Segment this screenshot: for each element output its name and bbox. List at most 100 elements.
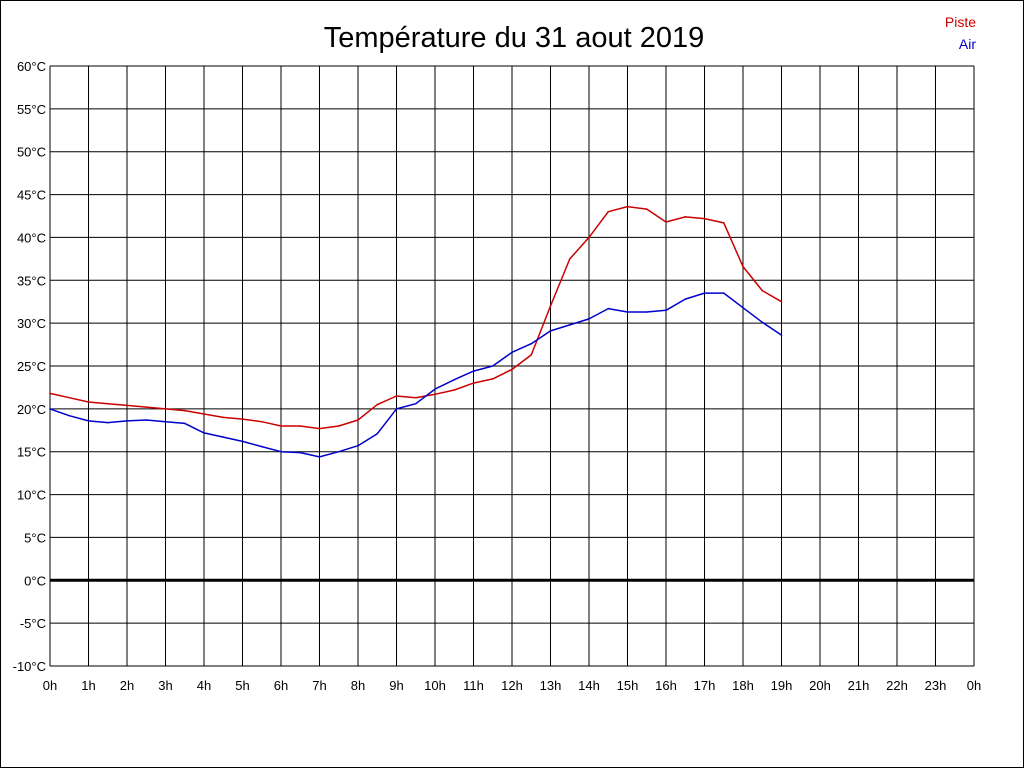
y-tick-label: 35°C <box>17 273 46 288</box>
x-tick-label: 3h <box>158 678 172 693</box>
x-tick-label: 8h <box>351 678 365 693</box>
data-point-piste <box>645 208 648 210</box>
data-point-piste <box>318 427 321 430</box>
data-point-piste <box>761 289 764 292</box>
data-point-air <box>607 307 610 310</box>
data-point-piste <box>145 406 148 408</box>
data-point-air <box>568 324 571 326</box>
x-tick-label: 19h <box>771 678 793 693</box>
x-tick-label: 4h <box>197 678 211 693</box>
data-point-piste <box>87 401 90 403</box>
legend: Piste Air <box>945 14 976 52</box>
data-point-air <box>472 370 475 372</box>
x-tick-label: 0h <box>43 678 57 693</box>
data-point-air <box>183 422 186 425</box>
data-point-piste <box>491 378 494 380</box>
y-axis-ticks: 60°C 55°C 50°C 45°C 40°C 35°C 30°C 25°C 20°C 15°C… <box>13 59 46 674</box>
data-point-piste <box>780 300 783 303</box>
data-point-air <box>414 402 417 405</box>
y-tick-label: -5°C <box>20 616 46 631</box>
x-tick-label: 17h <box>694 678 716 693</box>
x-tick-label: 20h <box>809 678 831 693</box>
data-point-piste <box>203 413 205 415</box>
x-tick-label: 14h <box>578 678 600 693</box>
data-point-piste <box>722 222 725 224</box>
data-point-air <box>665 309 667 312</box>
data-point-air <box>491 365 494 367</box>
series-air <box>49 292 783 458</box>
x-tick-label: 11h <box>463 678 484 693</box>
data-point-piste <box>684 216 687 218</box>
x-tick-label: 23h <box>925 678 947 693</box>
data-point-air <box>357 444 359 447</box>
data-point-air <box>530 342 533 345</box>
legend-entry-air: Air <box>959 36 976 52</box>
x-tick-label: 22h <box>886 678 908 693</box>
data-point-air <box>222 436 225 438</box>
data-point-air <box>337 450 340 453</box>
x-tick-label: 6h <box>274 678 288 693</box>
data-point-air <box>645 311 648 313</box>
y-tick-label: 55°C <box>17 102 46 117</box>
data-point-air <box>145 419 148 421</box>
x-tick-label: 9h <box>389 678 403 693</box>
data-point-air <box>742 306 744 309</box>
x-tick-label: 2h <box>120 678 134 693</box>
data-point-piste <box>549 305 552 307</box>
data-point-air <box>511 351 513 354</box>
data-point-air <box>684 298 687 300</box>
data-point-air <box>68 414 71 417</box>
series-lines <box>49 205 783 458</box>
y-tick-label: 50°C <box>17 145 46 160</box>
data-point-piste <box>260 420 263 423</box>
grid <box>49 65 975 667</box>
x-tick-label: 21h <box>848 678 870 693</box>
data-point-piste <box>568 258 571 260</box>
data-point-air <box>106 421 109 424</box>
data-point-air <box>87 420 90 422</box>
data-point-piste <box>626 205 629 208</box>
x-tick-label: 7h <box>312 678 326 693</box>
data-point-air <box>49 408 51 410</box>
y-tick-label: 40°C <box>17 230 46 245</box>
data-point-air <box>703 292 706 294</box>
data-point-air <box>299 451 302 454</box>
x-tick-label: 12h <box>501 678 523 693</box>
data-point-piste <box>453 389 456 391</box>
data-point-air <box>761 321 764 324</box>
data-point-piste <box>434 393 436 396</box>
data-point-piste <box>126 404 128 407</box>
y-tick-label: 45°C <box>17 188 46 203</box>
data-point-air <box>453 378 456 381</box>
y-tick-label: 60°C <box>17 59 46 74</box>
y-tick-label: 25°C <box>17 359 46 374</box>
data-point-air <box>280 450 282 453</box>
data-point-air <box>241 440 244 443</box>
data-point-piste <box>241 418 244 420</box>
legend-entry-piste: Piste <box>945 14 976 30</box>
series-line-piste <box>49 205 782 430</box>
data-point-piste <box>530 354 533 356</box>
y-tick-label: 5°C <box>24 530 46 545</box>
data-point-piste <box>106 402 109 405</box>
x-tick-label: 1h <box>81 678 95 693</box>
data-point-piste <box>395 395 398 397</box>
data-point-air <box>626 311 629 313</box>
x-tick-label: 0h <box>967 678 981 693</box>
series-line-air <box>49 292 782 458</box>
y-tick-label: -10°C <box>13 659 46 674</box>
data-point-piste <box>511 368 513 371</box>
data-point-air <box>126 420 128 422</box>
data-point-piste <box>49 392 51 395</box>
data-point-piste <box>164 408 167 410</box>
y-tick-label: 30°C <box>17 316 46 331</box>
data-point-air <box>376 432 379 435</box>
x-tick-label: 13h <box>540 678 562 693</box>
data-point-air <box>549 330 552 332</box>
data-point-piste <box>665 221 667 223</box>
x-tick-label: 5h <box>235 678 249 693</box>
y-tick-label: 20°C <box>17 402 46 417</box>
data-point-air <box>588 318 590 320</box>
y-tick-label: 0°C <box>24 573 46 588</box>
